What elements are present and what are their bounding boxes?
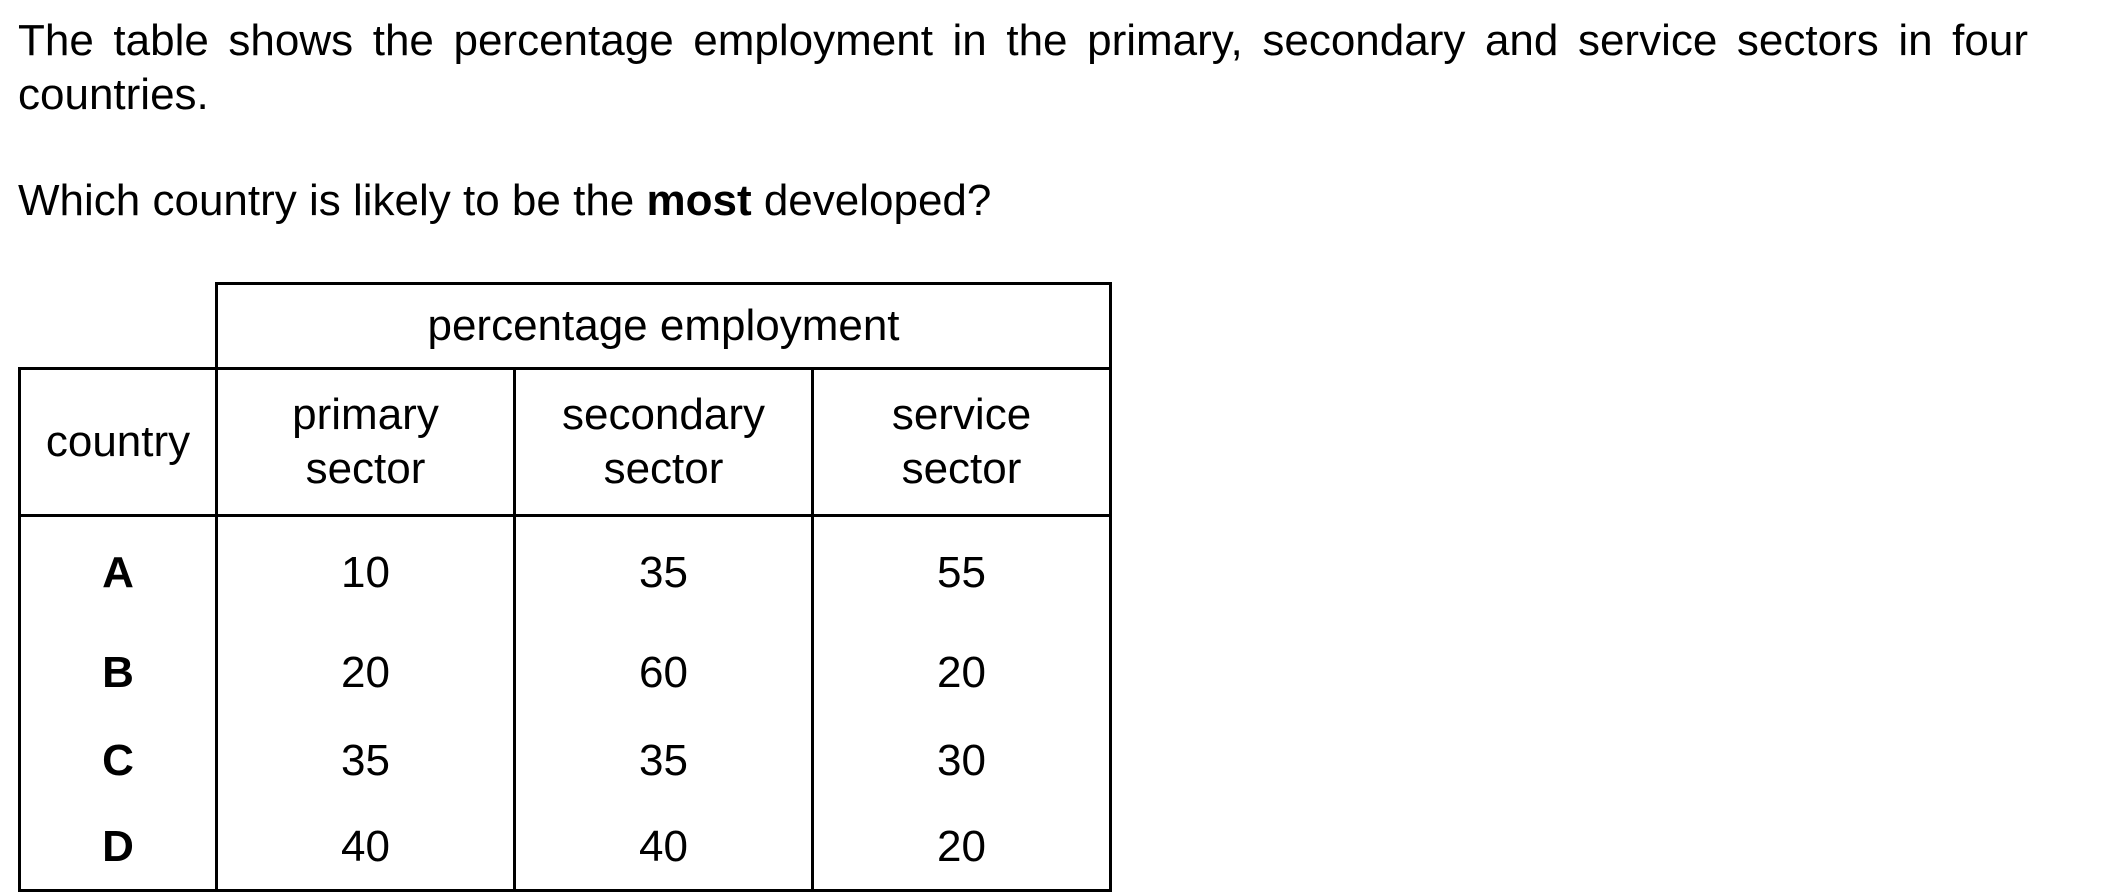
primary-sector-header: primary sector (215, 367, 516, 517)
question-text: Which country is likely to be the most d… (18, 174, 991, 228)
table-group-header-row: percentage employment (20, 282, 1112, 370)
primary-value: 35 (216, 717, 516, 805)
country-header: country (18, 367, 218, 517)
service-value: 20 (812, 805, 1112, 892)
table-row: C 35 35 30 (18, 717, 1112, 805)
table-row: D 40 40 20 (18, 805, 1112, 892)
country-cell: D (18, 805, 218, 892)
secondary-value: 40 (514, 805, 814, 892)
table-header-row: country primary sector secondary sector se… (18, 367, 1112, 517)
primary-value: 40 (216, 805, 516, 892)
secondary-value: 60 (514, 629, 814, 717)
group-header: percentage employment (215, 282, 1112, 370)
question-after: developed? (751, 176, 992, 225)
country-cell: B (18, 629, 218, 717)
primary-value: 20 (216, 629, 516, 717)
secondary-sector-header: secondary sector (513, 367, 814, 517)
service-value: 20 (812, 629, 1112, 717)
primary-value: 10 (216, 515, 516, 629)
empty-corner-cell (20, 284, 217, 369)
service-value: 30 (812, 717, 1112, 805)
country-cell: C (18, 717, 218, 805)
table-row: B 20 60 20 (18, 629, 1112, 717)
table-row: A 10 35 55 (18, 515, 1112, 629)
question-emphasis: most (646, 176, 752, 225)
secondary-value: 35 (514, 717, 814, 805)
secondary-value: 35 (514, 515, 814, 629)
service-value: 55 (812, 515, 1112, 629)
question-before: Which country is likely to be the (18, 176, 647, 225)
employment-table: percentage employment country primary sec… (18, 282, 1112, 892)
service-sector-header: service sector (811, 367, 1112, 517)
country-cell: A (18, 515, 218, 629)
intro-text: The table shows the percentage employmen… (18, 16, 2028, 119)
